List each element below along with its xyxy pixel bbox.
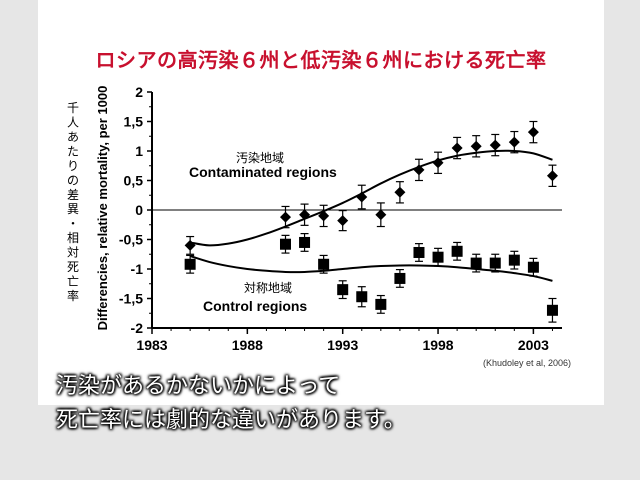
- point-contaminated: [470, 140, 482, 152]
- point-contaminated: [432, 157, 444, 169]
- x-tick-label: 1988: [232, 337, 263, 353]
- y-axis-label-jp-char: 差: [67, 188, 79, 202]
- slide-caption: 汚染があるかないかによって 死亡率には劇的な違いがあります。: [56, 370, 406, 438]
- point-control: [470, 257, 482, 269]
- legend-contaminated: Contaminated regions: [189, 164, 337, 180]
- point-control: [318, 258, 330, 270]
- x-tick-label: 2003: [518, 337, 549, 353]
- point-contaminated: [318, 210, 330, 222]
- trend-line-control: [189, 255, 553, 282]
- point-control: [432, 251, 444, 263]
- point-contaminated: [489, 139, 501, 151]
- legend-contaminated-jp: 汚染地域: [236, 150, 284, 165]
- y-tick-label: -2: [131, 320, 144, 336]
- y-tick-label: -1: [131, 261, 144, 277]
- point-control: [527, 261, 539, 273]
- y-tick-label: 0,5: [124, 173, 144, 189]
- point-control: [184, 258, 196, 270]
- y-axis-label-jp-char: り: [67, 159, 79, 173]
- x-tick-label: 1998: [422, 337, 453, 353]
- point-contaminated: [451, 142, 463, 154]
- point-control: [451, 245, 463, 257]
- slide-title: ロシアの高汚染６州と低汚染６州における死亡率: [95, 48, 547, 72]
- chart-marks: [184, 120, 558, 323]
- point-contaminated: [279, 211, 291, 223]
- y-axis-label-jp-char: 対: [67, 246, 79, 260]
- slide-background: [38, 0, 604, 405]
- caption-line-1: 汚染があるかないかによって: [56, 374, 341, 399]
- legend-control: Control regions: [203, 298, 307, 314]
- y-tick-label: 1: [135, 143, 143, 159]
- point-contaminated: [184, 239, 196, 251]
- source-citation: (Khudoley et al, 2006): [483, 358, 571, 368]
- point-contaminated: [508, 136, 520, 148]
- x-tick-label: 1983: [136, 337, 167, 353]
- y-tick-label: -1,5: [119, 291, 143, 307]
- point-control: [394, 272, 406, 284]
- point-control: [356, 291, 368, 303]
- point-control: [337, 284, 349, 296]
- y-axis-label-jp-char: 千: [67, 101, 79, 115]
- legend-control-jp: 対称地域: [244, 281, 292, 295]
- y-tick-label: -0,5: [119, 232, 143, 248]
- y-tick-label: 2: [135, 84, 143, 100]
- y-axis-label-jp-char: の: [67, 173, 79, 187]
- y-axis-label-jp-char: 死: [67, 260, 79, 274]
- y-axis-label-jp-char: 相: [67, 231, 79, 245]
- point-contaminated: [299, 209, 311, 221]
- point-control: [546, 304, 558, 316]
- point-contaminated: [337, 215, 349, 227]
- point-control: [279, 238, 291, 250]
- point-contaminated: [375, 209, 387, 221]
- point-contaminated: [413, 164, 425, 176]
- point-control: [299, 236, 311, 248]
- y-axis-label-group: Differencies, relative mortality, per 10…: [95, 86, 110, 331]
- y-axis-label-jp-char: ・: [67, 217, 79, 231]
- y-axis-label-jp-char: 異: [67, 202, 79, 216]
- point-contaminated: [394, 186, 406, 198]
- point-control: [413, 246, 425, 258]
- point-contaminated: [356, 191, 368, 203]
- y-axis-label-jp-char: 人: [67, 115, 79, 129]
- point-control: [489, 257, 501, 269]
- point-contaminated: [527, 126, 539, 138]
- point-contaminated: [546, 170, 558, 182]
- x-tick-label: 1993: [327, 337, 358, 353]
- y-axis-label-jp-char: あ: [67, 130, 79, 144]
- caption-line-2: 死亡率には劇的な違いがあります。: [56, 408, 406, 433]
- y-axis-label-jp-char: 率: [67, 288, 79, 303]
- y-tick-label: 1,5: [124, 114, 144, 130]
- point-control: [375, 298, 387, 310]
- point-control: [508, 254, 520, 266]
- y-axis-label: Differencies, relative mortality, per 10…: [95, 86, 110, 331]
- trend-line-contaminated: [189, 149, 553, 247]
- y-axis-label-jp-char: た: [67, 144, 79, 158]
- y-tick-label: 0: [135, 202, 143, 218]
- y-axis-label-jp-char: 亡: [67, 275, 79, 289]
